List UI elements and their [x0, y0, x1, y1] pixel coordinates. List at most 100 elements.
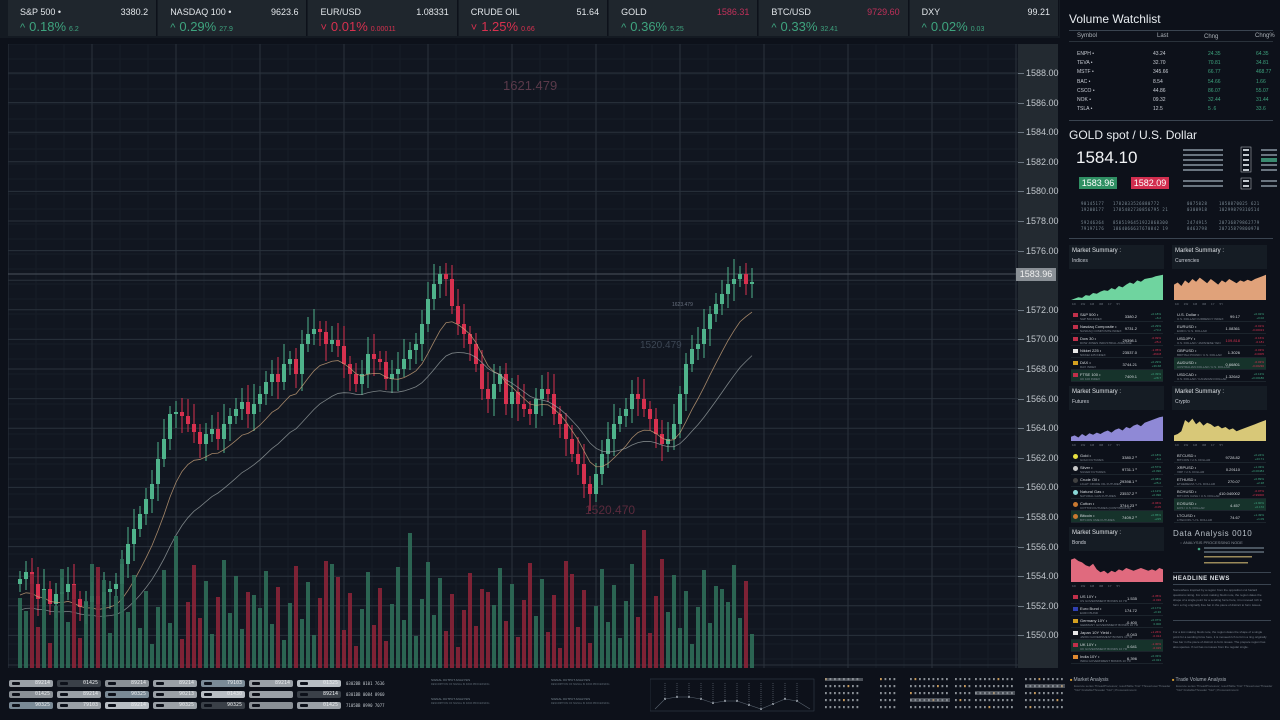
panel-subtitle[interactable]: Crypto: [1175, 399, 1190, 405]
timeframe-selector[interactable]: 1D 1W 1M 3M 1Y 5Y: [1175, 443, 1224, 447]
ticker-nasdaq-100[interactable]: NASDAQ 100 • 9623.6 ^ 0.29% 27.9: [158, 0, 308, 36]
summary-row[interactable]: Gold • GOLD FUTURES 3380.2 ⁰ +0.18% +6.2: [1071, 451, 1163, 463]
summary-row[interactable]: US 10Y • US GOVERNMENT BONDS 10 YR 1.535 -2…: [1071, 592, 1163, 604]
code-pill[interactable]: 79103: [201, 680, 245, 687]
timeframe-selector[interactable]: 1D 1W 1M 3M 1Y 5Y: [1072, 443, 1121, 447]
ticker-btc-usd[interactable]: BTC/USD 9729.60 ^ 0.33% 32.41: [759, 0, 909, 36]
area-chart[interactable]: [1071, 552, 1163, 582]
summary-row[interactable]: BCHUSD • BITCOIN CASH / U.S. DOLLAR 410.04…: [1174, 487, 1266, 499]
summary-row[interactable]: Japan 10Y Yield • JAPAN GOVERNMENT BONDS …: [1071, 628, 1163, 640]
code-pill[interactable]: 89214: [105, 680, 149, 687]
row-change: -0.03% -0.0005: [1254, 348, 1264, 356]
bottom-panel: Market Analysis Execute series ThreadPro…: [0, 670, 1280, 720]
panel-title: Market Summary :: [1072, 530, 1122, 536]
watchlist-row[interactable]: NOK • 09.32 32.44 31.44: [1069, 97, 1273, 106]
watchlist-row[interactable]: MSTF • 345.66 66.77 468.77: [1069, 69, 1273, 78]
bid-price[interactable]: 1583.96: [1079, 177, 1117, 189]
code-pill[interactable]: [249, 702, 293, 709]
code-pill[interactable]: 89214: [249, 680, 293, 687]
row-value: 7409.1: [1124, 374, 1137, 379]
ticker-s-p-500[interactable]: S&P 500 • 3380.2 ^ 0.18% 6.2: [8, 0, 158, 36]
summary-row[interactable]: Bitcoin • BITCOIN CME FUTURES 7409.2 ⁰ +0.8…: [1071, 511, 1163, 523]
code-pill[interactable]: 90325: [9, 702, 53, 709]
timeframe-selector[interactable]: 1D 1W 1M 3M 1Y 5Y: [1072, 584, 1121, 588]
summary-row[interactable]: FTSE 100 • UK 100 INDEX 7409.1 +0.39% +28.7: [1071, 370, 1163, 382]
watchlist-row[interactable]: TSLA • 12.5 5 .6 33.6: [1069, 106, 1273, 115]
code-pill[interactable]: 89214: [297, 691, 341, 698]
watchlist-row[interactable]: TEVA • 32.70 70.81 34.81: [1069, 60, 1273, 69]
panel-subtitle[interactable]: Currencies: [1175, 258, 1200, 264]
code-pill[interactable]: [249, 691, 293, 698]
area-chart[interactable]: [1174, 270, 1266, 300]
summary-row[interactable]: Nikkei 225 • NIKKEI 225 INDEX 23537.0 -1.05…: [1071, 346, 1163, 358]
summary-row[interactable]: AUDUSD • AUSTRALIAN DOLLAR / U.S. DOLLAR 0…: [1174, 358, 1266, 370]
area-chart[interactable]: [1174, 411, 1266, 441]
summary-row[interactable]: LTCUSD • LITECOIN / U.S. DOLLAR 74.67 +1.49…: [1174, 511, 1266, 523]
code-pill[interactable]: 89214: [105, 702, 149, 709]
summary-row[interactable]: Germany 10Y • GERMANY GOVERNMENT BONDS 10…: [1071, 616, 1163, 628]
summary-row[interactable]: Crude Oil • LIGHT CRUDE OIL FUTURES 29398.…: [1071, 475, 1163, 487]
code-pill[interactable]: 89214: [57, 691, 101, 698]
summary-row[interactable]: EOSUSD • EOS / U.S. DOLLAR 4.457 +3.90% +0.1…: [1174, 499, 1266, 511]
axis-label: 1586.00: [1026, 97, 1059, 108]
summary-row[interactable]: GBPUSD • BRITISH POUND / U.S. DOLLAR 1.302…: [1174, 346, 1266, 358]
summary-row[interactable]: Nasdaq Composite • NASDAQ COMPOSITE INDEX…: [1071, 322, 1163, 334]
summary-row[interactable]: XRPUSD • XRP / U.S. DOLLAR 0.29110 +1.33% +0…: [1174, 463, 1266, 475]
area-chart[interactable]: [1071, 411, 1163, 441]
summary-row[interactable]: ETHUSD • ETHEREUM / U.S. DOLLAR 270.07 +0.8…: [1174, 475, 1266, 487]
news-item[interactable]: Somewhere inspired by a region from the …: [1173, 588, 1263, 607]
summary-row[interactable]: USDCAD • U.S. DOLLAR / CANADIAN DOLLAR 1.3…: [1174, 370, 1266, 382]
code-pill[interactable]: 01425: [57, 680, 101, 687]
summary-row[interactable]: Silver • SILVER FUTURES 9731.1 ⁰ +0.57% +0.0…: [1071, 463, 1163, 475]
summary-row[interactable]: India 10Y • INDIA GOVERNMENT BONDS 10 YR 6…: [1071, 652, 1163, 664]
ticker-crude-oil[interactable]: CRUDE OIL 51.64 ˅ 1.25% 0.66: [458, 0, 609, 36]
code-pill[interactable]: 89214: [153, 680, 197, 687]
row-name: LTCUSD •: [1177, 513, 1196, 518]
code-pill[interactable]: 01425: [9, 691, 53, 698]
ticker-dxy[interactable]: DXY 99.21 ^ 0.02% 0.03: [909, 0, 1059, 36]
summary-row[interactable]: Dow 30 • DOW JONES INDUSTRIAL AVERAGE 2939…: [1071, 334, 1163, 346]
row-change-abs: +0.30: [1153, 610, 1161, 614]
code-pill[interactable]: 90325: [201, 702, 245, 709]
row-name: AUDUSD •: [1177, 360, 1197, 365]
row-value: 9728.82: [1225, 455, 1240, 460]
candlestick-chart[interactable]: 1621.479 1520.479 1520.470 1623.479: [7, 43, 1018, 668]
area-chart[interactable]: [1071, 270, 1163, 300]
ask-price[interactable]: 1582.09: [1131, 177, 1169, 189]
summary-row[interactable]: Natural Gas • NATURAL GAS FUTURES 23537.2 …: [1071, 487, 1163, 499]
ticker-eur-usd[interactable]: EUR/USD 1.08331 ˅ 0.01% 0.00011: [308, 0, 458, 36]
code-pill[interactable]: 79103: [57, 702, 101, 709]
code-pill[interactable]: 01425: [297, 702, 341, 709]
summary-row[interactable]: S&P 500 • S&P 500 INDEX 3380.2 +0.18% +6.2: [1071, 310, 1163, 322]
news-item[interactable]: For a lost making block note, the region…: [1173, 630, 1267, 649]
watchlist-row[interactable]: BAC • 8.54 54.66 1.66: [1069, 79, 1273, 88]
row-name: Euro Bund •: [1080, 606, 1102, 611]
summary-row[interactable]: UK 10Y • UK GOVERNMENT BONDS 10 YR 0.641 -1…: [1071, 640, 1163, 652]
summary-row[interactable]: Euro Bund • EURO BUND 174.72 +0.17% +0.30: [1071, 604, 1163, 616]
panel-subtitle[interactable]: Futures: [1072, 399, 1089, 405]
summary-row[interactable]: EURUSD • EURO / U.S. DOLLAR 1.08361 -0.01% -…: [1174, 322, 1266, 334]
code-pill[interactable]: 01430: [201, 691, 245, 698]
row-change: +0.57% +0.090: [1151, 465, 1161, 473]
panel-subtitle[interactable]: Indices: [1072, 258, 1088, 264]
summary-row[interactable]: USDJPY • U.S. DOLLAR / JAPANESE YEN 109.81…: [1174, 334, 1266, 346]
timeframe-selector[interactable]: 1D 1W 1M 3M 1Y 5Y: [1072, 302, 1121, 306]
summary-row[interactable]: BTCUSD • BITCOIN / U.S. DOLLAR 9728.82 +0.2…: [1174, 451, 1266, 463]
row-change-pct: +0.89%: [1253, 477, 1264, 481]
summary-row[interactable]: DAX • DAX INDEX 3744.21 +0.29% +39.68: [1071, 358, 1163, 370]
price-axis[interactable]: 1588.00 1586.00 1584.00 1582.00 1580.00 1578.…: [1018, 44, 1059, 668]
code-pill[interactable]: 90325: [153, 702, 197, 709]
panel-subtitle[interactable]: Bonds: [1072, 540, 1087, 546]
code-pill[interactable]: 90213: [153, 691, 197, 698]
code-pill[interactable]: 89214: [9, 680, 53, 687]
summary-row[interactable]: U.S. Dollar • U.S. DOLLAR CURRENCY INDEX 9…: [1174, 310, 1266, 322]
timeframe-selector[interactable]: 1D 1W 1M 3M 1Y 5Y: [1175, 302, 1224, 306]
watchlist-row[interactable]: CSCO • 44.86 86.07 55.07: [1069, 88, 1273, 97]
code-pill[interactable]: 90325: [105, 691, 149, 698]
code-pill[interactable]: 01325: [297, 680, 341, 687]
summary-row[interactable]: Cotton • COTTON FUTURES (CONTINUOUS) 3744.…: [1071, 499, 1163, 511]
row-change-pct: -0.16%: [1254, 336, 1264, 340]
watchlist-row[interactable]: ENPH • 43.24 24.35 64.35: [1069, 51, 1273, 60]
ticker-gold[interactable]: GOLD 1586.31 ^ 0.36% 5.25: [609, 0, 759, 36]
chart-canvas[interactable]: [7, 43, 1018, 668]
